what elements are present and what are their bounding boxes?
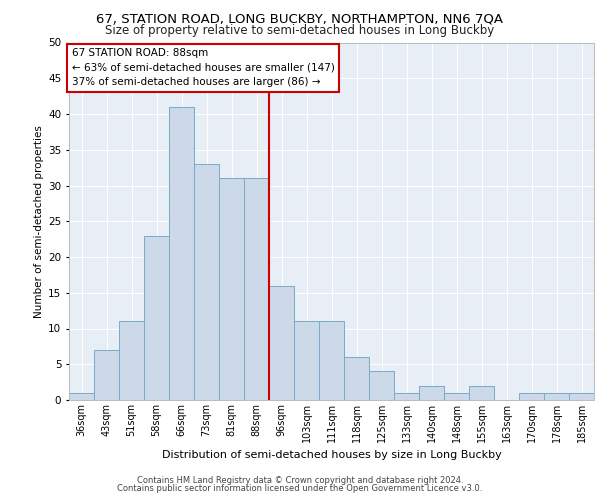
Bar xyxy=(469,386,494,400)
Bar xyxy=(119,322,144,400)
Bar xyxy=(169,107,194,400)
Bar xyxy=(194,164,219,400)
X-axis label: Distribution of semi-detached houses by size in Long Buckby: Distribution of semi-detached houses by … xyxy=(161,450,502,460)
Bar xyxy=(369,372,394,400)
Text: Size of property relative to semi-detached houses in Long Buckby: Size of property relative to semi-detach… xyxy=(106,24,494,37)
Bar xyxy=(569,393,594,400)
Bar xyxy=(544,393,569,400)
Bar xyxy=(319,322,344,400)
Bar xyxy=(69,393,94,400)
Bar xyxy=(444,393,469,400)
Bar xyxy=(419,386,444,400)
Bar xyxy=(294,322,319,400)
Text: Contains HM Land Registry data © Crown copyright and database right 2024.: Contains HM Land Registry data © Crown c… xyxy=(137,476,463,485)
Bar xyxy=(519,393,544,400)
Bar xyxy=(244,178,269,400)
Bar xyxy=(269,286,294,400)
Bar xyxy=(144,236,169,400)
Text: 67 STATION ROAD: 88sqm
← 63% of semi-detached houses are smaller (147)
37% of se: 67 STATION ROAD: 88sqm ← 63% of semi-det… xyxy=(71,48,335,88)
Y-axis label: Number of semi-detached properties: Number of semi-detached properties xyxy=(34,125,44,318)
Text: Contains public sector information licensed under the Open Government Licence v3: Contains public sector information licen… xyxy=(118,484,482,493)
Text: 67, STATION ROAD, LONG BUCKBY, NORTHAMPTON, NN6 7QA: 67, STATION ROAD, LONG BUCKBY, NORTHAMPT… xyxy=(97,12,503,26)
Bar xyxy=(394,393,419,400)
Bar xyxy=(219,178,244,400)
Bar xyxy=(344,357,369,400)
Bar xyxy=(94,350,119,400)
